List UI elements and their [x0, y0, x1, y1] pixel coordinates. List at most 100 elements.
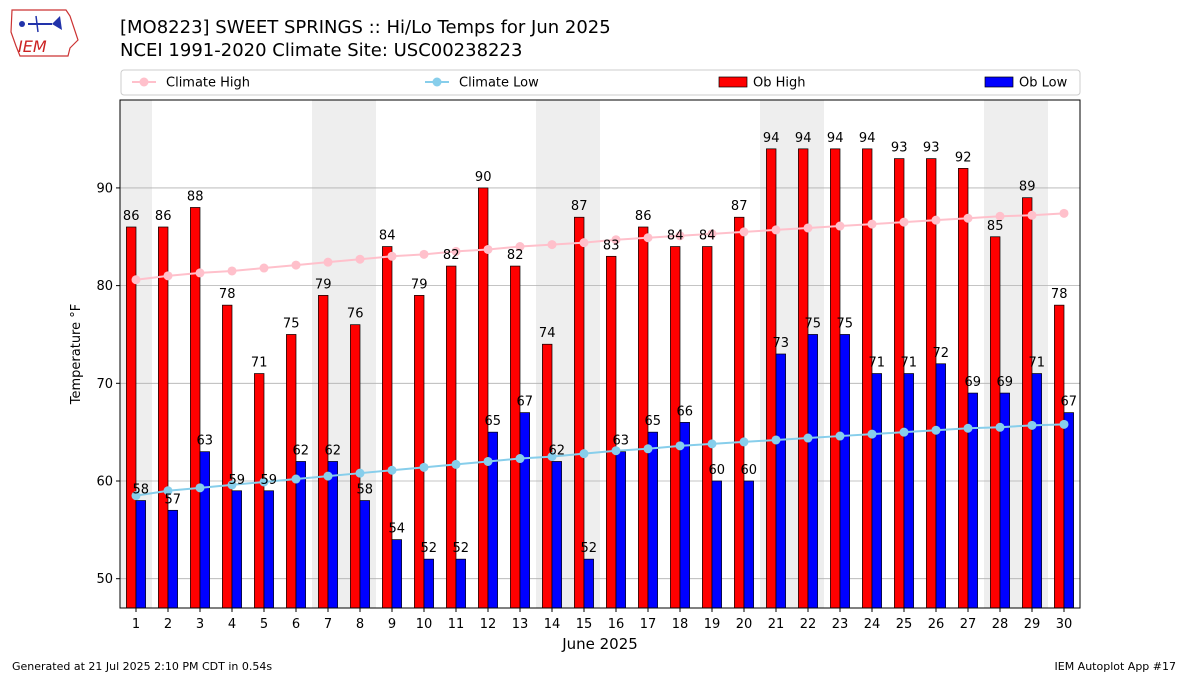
- climate-low-point: [323, 471, 333, 481]
- climate-high-point: [547, 240, 557, 250]
- climate-low-point: [195, 483, 205, 493]
- legend-bar-swatch: [984, 76, 1014, 88]
- climate-low-line: [135, 423, 1065, 497]
- ob-high-bar: [382, 246, 393, 609]
- ob-low-bar: [743, 480, 754, 609]
- x-tick-label: 12: [480, 617, 497, 632]
- ob-low-label: 75: [805, 316, 822, 331]
- ob-low-label: 65: [645, 414, 662, 429]
- ob-low-label: 66: [677, 404, 694, 419]
- y-axis-label: Temperature °F: [69, 304, 84, 405]
- climate-low-point: [451, 459, 461, 469]
- ob-high-bar: [1022, 197, 1033, 609]
- climate-low-point: [163, 486, 173, 496]
- climate-low-point: [291, 474, 301, 484]
- ob-high-label: 71: [251, 356, 268, 371]
- climate-low-point: [995, 422, 1005, 432]
- ob-high-label: 78: [219, 287, 236, 302]
- ob-low-bar: [935, 363, 946, 609]
- climate-low-point: [835, 431, 845, 441]
- ob-high-bar: [1054, 304, 1065, 609]
- ob-low-label: 60: [741, 463, 758, 478]
- chart-title: [MO8223] SWEET SPRINGS :: Hi/Lo Temps fo…: [120, 17, 611, 38]
- ob-low-label: 69: [965, 375, 982, 390]
- ob-low-label: 62: [293, 443, 310, 458]
- ob-low-label: 54: [389, 522, 406, 537]
- x-tick-label: 30: [1056, 617, 1073, 632]
- ob-high-label: 94: [827, 131, 844, 146]
- y-tick-label: 50: [96, 572, 113, 587]
- x-tick-label: 9: [388, 617, 396, 632]
- ob-low-label: 73: [773, 336, 790, 351]
- x-tick-label: 3: [196, 617, 204, 632]
- ob-low-bar: [455, 558, 466, 609]
- climate-low-point: [579, 449, 589, 459]
- climate-high-point: [611, 235, 621, 245]
- ob-low-label: 63: [613, 434, 630, 449]
- ob-low-label: 59: [261, 473, 278, 488]
- x-tick-label: 18: [672, 617, 689, 632]
- ob-low-label: 67: [1061, 395, 1078, 410]
- ob-high-label: 82: [507, 248, 524, 263]
- ob-low-label: 57: [165, 492, 182, 507]
- climate-high-point: [1027, 210, 1037, 220]
- climate-high-point: [771, 225, 781, 235]
- ob-low-label: 75: [837, 316, 854, 331]
- x-tick-label: 2: [164, 617, 172, 632]
- climate-high-point: [515, 242, 525, 252]
- x-tick-label: 14: [544, 617, 561, 632]
- ob-low-bar: [615, 451, 626, 609]
- ob-low-label: 59: [229, 473, 246, 488]
- x-tick-label: 21: [768, 617, 785, 632]
- climate-high-point: [643, 233, 653, 243]
- climate-high-point: [131, 275, 141, 285]
- ob-high-label: 82: [443, 248, 460, 263]
- x-tick-label: 13: [512, 617, 529, 632]
- ob-high-label: 83: [603, 238, 620, 253]
- ob-low-bar: [647, 431, 658, 609]
- climate-high-point: [899, 217, 909, 227]
- x-tick-label: 4: [228, 617, 236, 632]
- ob-low-bar: [327, 461, 338, 609]
- ob-high-bar: [254, 373, 265, 609]
- ob-high-label: 84: [699, 229, 716, 244]
- climate-lines: [131, 208, 1069, 501]
- ob-high-label: 79: [411, 277, 428, 292]
- legend-label: Ob Low: [1019, 76, 1068, 91]
- app-footer: IEM Autoplot App #17: [1054, 660, 1177, 673]
- ob-high-bar: [862, 148, 873, 609]
- ob-high-bar: [830, 148, 841, 609]
- y-tick-label: 90: [96, 181, 113, 196]
- ob-low-label: 71: [869, 356, 886, 371]
- ob-high-label: 94: [763, 131, 780, 146]
- ob-low-bar: [1031, 373, 1042, 609]
- x-tick-label: 16: [608, 617, 625, 632]
- x-tick-label: 8: [356, 617, 364, 632]
- ob-high-bar: [222, 304, 233, 609]
- ob-high-bar: [926, 158, 937, 609]
- ob-low-bar: [775, 353, 786, 609]
- ob-low-label: 71: [1029, 356, 1046, 371]
- ob-high-label: 76: [347, 307, 364, 322]
- x-tick-label: 27: [960, 617, 977, 632]
- climate-high-point: [259, 263, 269, 273]
- iem-logo: IEM: [8, 6, 84, 64]
- gridlines: [120, 187, 1080, 580]
- ob-high-bar: [350, 324, 361, 609]
- climate-low-point: [483, 456, 493, 466]
- climate-high-point: [323, 257, 333, 267]
- climate-high-point: [387, 251, 397, 261]
- climate-low-point: [355, 468, 365, 478]
- ob-high-label: 93: [923, 141, 940, 156]
- legend-label: Ob High: [753, 76, 806, 91]
- climate-high-point: [227, 266, 237, 276]
- climate-low-point: [419, 462, 429, 472]
- legend: Climate High Climate Low Ob High Ob Low: [120, 69, 1081, 96]
- climate-high-point: [483, 244, 493, 254]
- climate-high-point: [451, 246, 461, 256]
- plot-frame: [119, 99, 1081, 609]
- ob-low-bar: [679, 422, 690, 609]
- legend-bar-swatch: [718, 76, 748, 88]
- climate-low-point: [867, 429, 877, 439]
- climate-low-point: [1027, 420, 1037, 430]
